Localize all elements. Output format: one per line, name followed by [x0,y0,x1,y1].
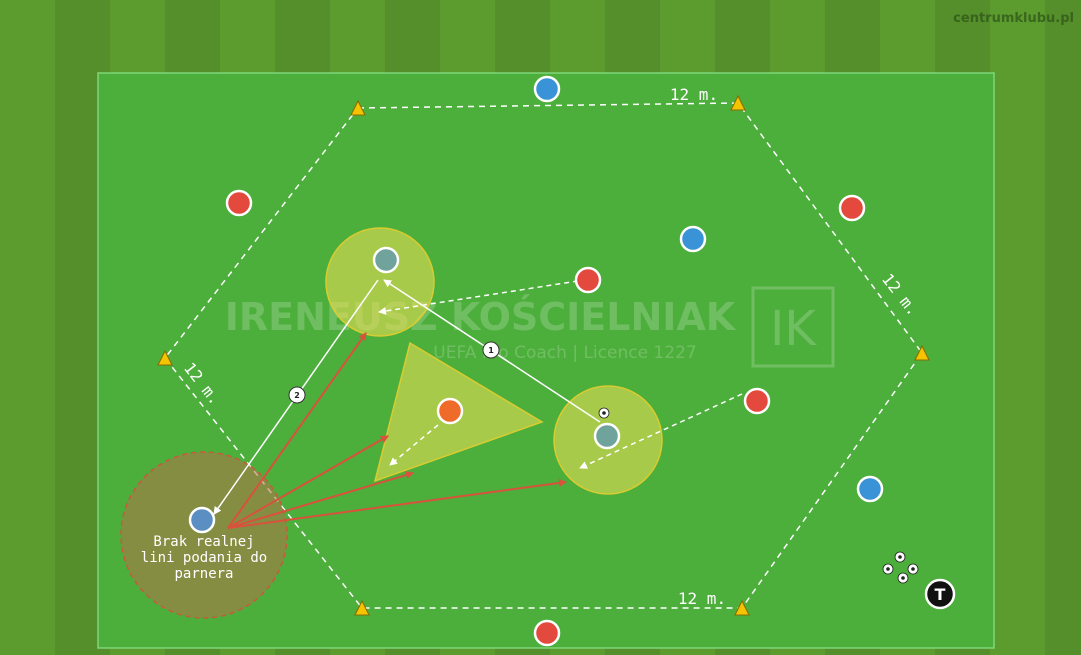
soccer-ball-icon [598,407,610,419]
pass-number-1-label: 1 [488,346,494,355]
no-pass-zone [120,451,288,619]
pass-number-1: 1 [482,341,500,359]
cone-bottom-right [734,599,750,616]
neutral-player [372,246,400,274]
movement-arrows [378,280,743,469]
movement-arrow-top [378,280,579,315]
cone-left [157,349,173,366]
blue-team [188,75,884,534]
annotation-line-1: Brak realnej [153,534,254,550]
annotation: Brak realnej lini podania do parnera [141,534,267,582]
coach-logo: IK [770,301,817,357]
neutral-player [593,422,621,450]
pass-number-2: 2 [288,386,306,404]
cone-top-left [350,99,366,116]
annotation-line-2: lini podania do [141,550,267,566]
pressure-arrow-2 [227,435,389,529]
blue-player [679,225,707,253]
distance-label-bottom: 12 m. [678,589,726,608]
coach-watermark: IRENEUSZ KOŚCIELNIAK UEFA Pro Coach | Li… [225,286,835,368]
logo-frame [751,286,835,368]
pressure-arrow-4 [227,478,567,529]
red-player [533,619,561,647]
annotation-line-3: parnera [174,566,233,582]
coach-licence: UEFA Pro Coach | Licence 1227 [433,343,696,363]
red-player [743,387,771,415]
coach-name: IRENEUSZ KOŚCIELNIAK [225,295,737,339]
red-player [225,189,253,217]
pressure-arrow-3 [227,471,414,529]
site-watermark: centrumklubu.pl [953,11,1074,26]
soccer-ball-icon [907,563,919,575]
soccer-ball-icon [897,572,909,584]
blue-player [533,75,561,103]
blue-player-ball-carrier [188,506,216,534]
distance-label-top: 12 m. [670,85,718,104]
movement-arrow-right [579,393,743,469]
pressure-arrows [227,332,567,529]
red-player [838,194,866,222]
movement-arrow-center [389,424,439,466]
pressure-arrow-1 [227,332,367,529]
orange-player [436,397,464,425]
blue-player [856,475,884,503]
cone-right [914,344,930,361]
red-team [225,189,866,647]
cones [157,94,930,616]
cone-bottom-left [354,599,370,616]
soccer-ball-icon [894,551,906,563]
red-player [574,266,602,294]
coach-marker-label: T [935,585,946,604]
zone-circle-left [325,227,435,337]
coach-marker: T [924,578,956,610]
soccer-ball-icon [882,563,894,575]
pass-number-2-label: 2 [294,391,300,400]
cone-top-right [730,94,746,111]
